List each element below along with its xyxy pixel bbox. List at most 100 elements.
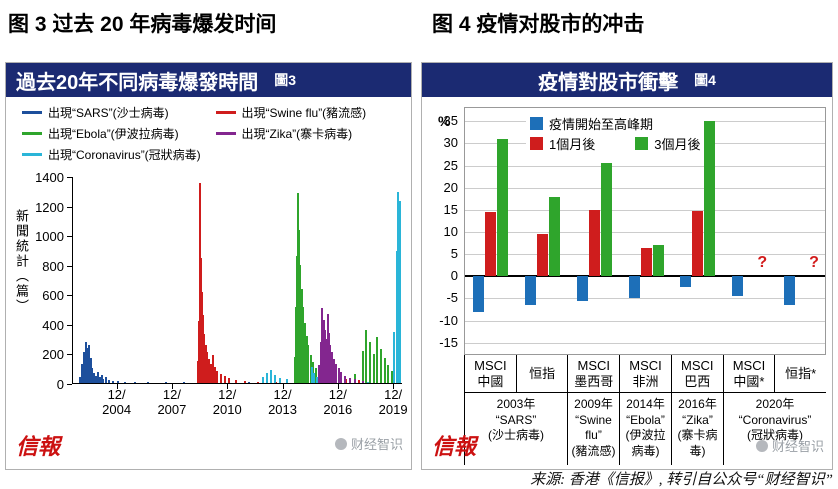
bar-one-month-later xyxy=(537,234,549,277)
legend-swatch xyxy=(215,111,236,114)
legend-item-peak-period: 疫情開始至高峰期 xyxy=(530,114,653,133)
spike-coronavirus xyxy=(315,377,318,383)
y-tick-label: 400 xyxy=(42,317,64,333)
bar-peak-period xyxy=(525,276,537,306)
figure3-heading: 图 3 过去 20 年病毒爆发时间 xyxy=(8,13,277,36)
y-tick-label: -15 xyxy=(439,334,458,350)
spike-coronavirus xyxy=(269,369,272,383)
source-caption: 来源: 香港《信报》, 转引自公众号“财经智识” xyxy=(530,472,833,488)
watermark: 财经智识 xyxy=(334,434,403,453)
legend-item-sars: 出現“SARS”(沙士病毒) xyxy=(22,102,216,123)
group-label-cell: MSCI 中國* xyxy=(724,355,776,392)
spike-zika xyxy=(329,344,332,383)
spike-sars xyxy=(111,380,114,383)
y-tick-label: 35 xyxy=(443,113,458,129)
spike-coronavirus xyxy=(367,381,370,383)
spike-swine-flu xyxy=(216,370,219,383)
spike-coronavirus xyxy=(397,191,400,383)
x-tick-label: 12/2004 xyxy=(102,387,132,417)
spike-coronavirus xyxy=(399,200,402,383)
panel3-title-bar: 過去20年不同病毒爆發時間 圖3 xyxy=(6,63,411,97)
y-axis-unit-label: % xyxy=(438,113,451,129)
spike-zika xyxy=(361,380,364,383)
spike-sars xyxy=(102,378,105,383)
y-tick-mark xyxy=(67,384,72,385)
spike-swine-flu xyxy=(199,182,202,383)
spike-swine-flu xyxy=(211,355,214,383)
figure4-heading: 图 4 疫情对股市的冲击 xyxy=(432,13,645,36)
stock-impact-panel: 疫情對股市衝擊 圖4 % ?? 疫情開始至高峰期 1個月後 3個月後 MSCI 中國恒… xyxy=(421,62,833,470)
spike-ebola xyxy=(305,335,308,383)
event-label-cell: 2009年 “Swine flu” (豬流感) xyxy=(568,393,620,465)
bar-peak-period xyxy=(680,276,692,288)
watermark: 财经智识 xyxy=(755,436,824,455)
panel3-title: 過去20年不同病毒爆發時間 xyxy=(16,71,259,94)
event-label-cell: 2016年 “Zika” (寨卡病毒) xyxy=(672,393,724,465)
spike-sars xyxy=(79,377,82,383)
bar-peak-period xyxy=(731,276,743,297)
spike-ebola xyxy=(307,344,310,383)
spike-ebola xyxy=(309,355,312,383)
bar-three-months-later xyxy=(600,163,612,277)
x-tick-label: 12/2016 xyxy=(323,387,353,417)
spike-swine-flu xyxy=(228,377,231,383)
x-tick-mark xyxy=(337,384,339,389)
legend-label: 1個月後 xyxy=(549,136,596,152)
spike-swine-flu xyxy=(203,334,206,383)
spike-sars xyxy=(183,382,186,383)
spike-ebola xyxy=(383,358,386,383)
gridline xyxy=(465,187,825,189)
bar-three-months-later xyxy=(549,196,561,277)
group-label-cell: MSCI 巴西 xyxy=(672,355,724,392)
spike-coronavirus xyxy=(278,377,281,383)
bar-three-months-later xyxy=(497,139,509,277)
group-label-cell: MSCI 非洲 xyxy=(620,355,672,392)
legend-label: 3個月後 xyxy=(654,136,701,152)
spike-sars xyxy=(83,352,86,383)
watermark-logo-icon xyxy=(755,439,768,452)
spike-ebola xyxy=(295,306,298,383)
bar-one-month-later xyxy=(692,210,704,277)
y-tick-label: 1200 xyxy=(35,199,64,215)
spike-ebola xyxy=(300,288,303,383)
spike-swine-flu xyxy=(197,360,200,383)
spike-ebola xyxy=(303,322,306,383)
spike-zika xyxy=(331,352,334,383)
spike-ebola xyxy=(293,356,296,383)
gridline xyxy=(465,342,825,344)
panel4-title: 疫情對股市衝擊 xyxy=(538,71,679,94)
spike-zika xyxy=(340,371,343,383)
spike-ebola xyxy=(301,306,304,383)
spike-ebola xyxy=(354,374,357,383)
spike-coronavirus xyxy=(395,250,398,383)
spike-ebola xyxy=(314,368,317,383)
x-tick-label: 12/2019 xyxy=(378,387,408,417)
virus-legend: 出現“SARS”(沙士病毒) 出現“Swine flu”(豬流感) 出現“Ebola… xyxy=(6,97,411,167)
y-tick-label: 600 xyxy=(42,288,64,304)
spike-sars xyxy=(85,347,88,383)
unknown-value-marker: ? xyxy=(809,254,819,272)
spike-coronavirus xyxy=(262,377,265,383)
legend-label: 出現“Ebola”(伊波拉病毒) xyxy=(48,127,179,141)
legend-label: 出現“Swine flu”(豬流感) xyxy=(241,106,367,120)
spike-ebola xyxy=(368,341,371,383)
group-label-cell: MSCI 中國 xyxy=(465,355,517,392)
spike-zika xyxy=(321,307,324,383)
spike-zika xyxy=(348,377,351,383)
spike-ebola xyxy=(296,256,299,383)
spike-swine-flu xyxy=(200,257,203,383)
spike-ebola xyxy=(297,193,300,383)
spike-coronavirus xyxy=(286,379,289,383)
unknown-value-marker: ? xyxy=(757,254,768,272)
y-tick-label: -5 xyxy=(446,290,458,306)
spike-zika xyxy=(326,313,329,383)
spike-sars xyxy=(95,376,98,383)
group-label-cell: 恒指* xyxy=(785,365,817,381)
spike-coronavirus xyxy=(311,366,314,383)
watermark-logo-icon xyxy=(334,437,347,450)
index-name-row: MSCI 中國 恒指 MSCI 墨西哥 MSCI 非洲 MSCI 巴西 MSCI 中國* 恒指* xyxy=(464,355,826,393)
spike-sars xyxy=(93,373,96,383)
spike-sars xyxy=(107,379,110,383)
spike-sars xyxy=(98,377,101,383)
